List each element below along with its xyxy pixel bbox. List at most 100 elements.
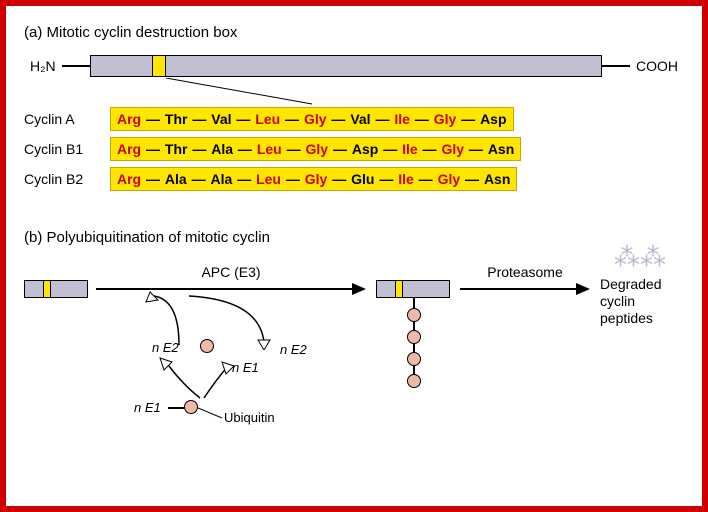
apc-label: APC (E3) bbox=[96, 264, 366, 280]
amino-acid: Thr bbox=[165, 111, 188, 127]
bar-line-left bbox=[62, 65, 90, 67]
reaction-diagram: APC (E3) n E2 n E2 n E1 n E1 Ubiquitin bbox=[24, 260, 684, 440]
peptide-bond: — bbox=[411, 111, 433, 127]
amino-acid: Ala bbox=[165, 171, 187, 187]
amino-acid: Leu bbox=[256, 171, 281, 187]
panel-b: (b) Polyubiquitination of mitotic cyclin… bbox=[24, 229, 684, 440]
amino-acid: Asp bbox=[352, 141, 378, 157]
free-ubiquitin-icon bbox=[184, 400, 198, 414]
proteasome-label: Proteasome bbox=[460, 264, 590, 280]
peptide-bond: — bbox=[457, 111, 479, 127]
cyclin-label: Cyclin B2 bbox=[24, 171, 110, 187]
chain-ubiquitin-icon bbox=[407, 374, 421, 388]
chain-ubiquitin-icon bbox=[407, 308, 421, 322]
amino-acid: Gly bbox=[441, 141, 464, 157]
n-terminus-label: H₂N bbox=[24, 58, 62, 74]
peptide-bond: — bbox=[328, 171, 350, 187]
peptide-bond: — bbox=[465, 141, 487, 157]
result-line1: Degraded bbox=[600, 276, 684, 293]
result-text: Degraded cyclin peptides bbox=[600, 276, 684, 326]
sequence-box: Arg — Thr — Val — Leu — Gly — Val — Ile … bbox=[110, 107, 514, 131]
peptide-bond: — bbox=[379, 141, 401, 157]
sequence-row: Cyclin AArg — Thr — Val — Leu — Gly — Va… bbox=[24, 107, 684, 131]
amino-acid: Arg bbox=[117, 141, 141, 157]
amino-acid: Asp bbox=[480, 111, 506, 127]
ubiquitin-label: Ubiquitin bbox=[224, 410, 275, 425]
amino-acid: Val bbox=[211, 111, 231, 127]
peptide-bond: — bbox=[188, 111, 210, 127]
bar-line-right bbox=[602, 65, 630, 67]
amino-acid: Gly bbox=[434, 111, 457, 127]
amino-acid: Ile bbox=[402, 141, 418, 157]
substrate-protein bbox=[24, 280, 88, 298]
peptide-bond: — bbox=[415, 171, 437, 187]
peptide-bond: — bbox=[142, 141, 164, 157]
nE2-out-label: n E2 bbox=[280, 342, 307, 357]
amino-acid: Val bbox=[350, 111, 370, 127]
peptide-bond: — bbox=[281, 111, 303, 127]
panel-b-title: (b) Polyubiquitination of mitotic cyclin bbox=[24, 229, 684, 246]
amino-acid: Thr bbox=[165, 141, 188, 157]
arrow-icon bbox=[460, 282, 590, 296]
sequence-box: Arg — Ala — Ala — Leu — Gly — Glu — Ile … bbox=[110, 167, 517, 191]
nE1-out-label: n E1 bbox=[232, 360, 259, 375]
peptide-bond: — bbox=[188, 171, 210, 187]
sequence-container: Cyclin AArg — Thr — Val — Leu — Gly — Va… bbox=[24, 107, 684, 191]
proteasome-arrow: Proteasome bbox=[460, 282, 590, 308]
peptide-bond: — bbox=[282, 171, 304, 187]
peptide-bond: — bbox=[461, 171, 483, 187]
peptide-bond: — bbox=[419, 141, 441, 157]
amino-acid: Gly bbox=[305, 171, 328, 187]
amino-acid: Gly bbox=[304, 111, 327, 127]
callout-lines bbox=[152, 78, 412, 106]
chain-ubiquitin-icon bbox=[407, 352, 421, 366]
peptide-bond: — bbox=[234, 141, 256, 157]
amino-acid: Asn bbox=[488, 141, 514, 157]
sequence-row: Cyclin B2Arg — Ala — Ala — Leu — Gly — G… bbox=[24, 167, 684, 191]
peptide-bond: — bbox=[329, 141, 351, 157]
peptide-bond: — bbox=[328, 111, 350, 127]
amino-acid: Leu bbox=[255, 111, 280, 127]
amino-acid: Gly bbox=[438, 171, 461, 187]
peptide-bond: — bbox=[142, 111, 164, 127]
result-line2: cyclin peptides bbox=[600, 293, 684, 327]
figure-frame: (a) Mitotic cyclin destruction box H₂N C… bbox=[0, 0, 708, 512]
peptide-bond: — bbox=[233, 111, 255, 127]
nE2-in-label: n E2 bbox=[152, 340, 179, 355]
sequence-box: Arg — Thr — Ala — Leu — Gly — Asp — Ile … bbox=[110, 137, 521, 161]
substrate-bar bbox=[24, 280, 88, 298]
peptide-bond: — bbox=[188, 141, 210, 157]
chain-ubiquitin-icon bbox=[407, 330, 421, 344]
peptide-bond: — bbox=[233, 171, 255, 187]
degraded-debris-icon: ⁂⁂ bbox=[614, 242, 666, 273]
amino-acid: Ala bbox=[211, 141, 233, 157]
amino-acid: Ala bbox=[210, 171, 232, 187]
amino-acid: Glu bbox=[351, 171, 374, 187]
peptide-bond: — bbox=[372, 111, 394, 127]
destruction-box-region bbox=[152, 56, 166, 76]
protein-schematic: H₂N COOH bbox=[24, 55, 684, 77]
amino-acid: Arg bbox=[117, 171, 141, 187]
sequence-row: Cyclin B1Arg — Thr — Ala — Leu — Gly — A… bbox=[24, 137, 684, 161]
amino-acid: Gly bbox=[306, 141, 329, 157]
peptide-bond: — bbox=[142, 171, 164, 187]
amino-acid: Ile bbox=[398, 171, 414, 187]
substrate-dbox bbox=[43, 281, 51, 297]
cyclin-label: Cyclin A bbox=[24, 111, 110, 127]
e1-ubi-bond bbox=[168, 407, 184, 409]
product-bar bbox=[376, 280, 450, 298]
nE1-in-label: n E1 bbox=[134, 400, 161, 415]
peptide-bond: — bbox=[283, 141, 305, 157]
c-terminus-label: COOH bbox=[630, 58, 684, 74]
amino-acid: Arg bbox=[117, 111, 141, 127]
amino-acid: Leu bbox=[257, 141, 282, 157]
product-dbox bbox=[395, 281, 403, 297]
amino-acid: Asn bbox=[484, 171, 510, 187]
panel-a-title: (a) Mitotic cyclin destruction box bbox=[24, 24, 684, 41]
ubiquitinated-protein bbox=[376, 280, 450, 298]
cyclin-label: Cyclin B1 bbox=[24, 141, 110, 157]
e2-ubiquitin-icon bbox=[200, 339, 214, 353]
peptide-bond: — bbox=[375, 171, 397, 187]
protein-bar-body bbox=[90, 55, 602, 77]
amino-acid: Ile bbox=[394, 111, 410, 127]
